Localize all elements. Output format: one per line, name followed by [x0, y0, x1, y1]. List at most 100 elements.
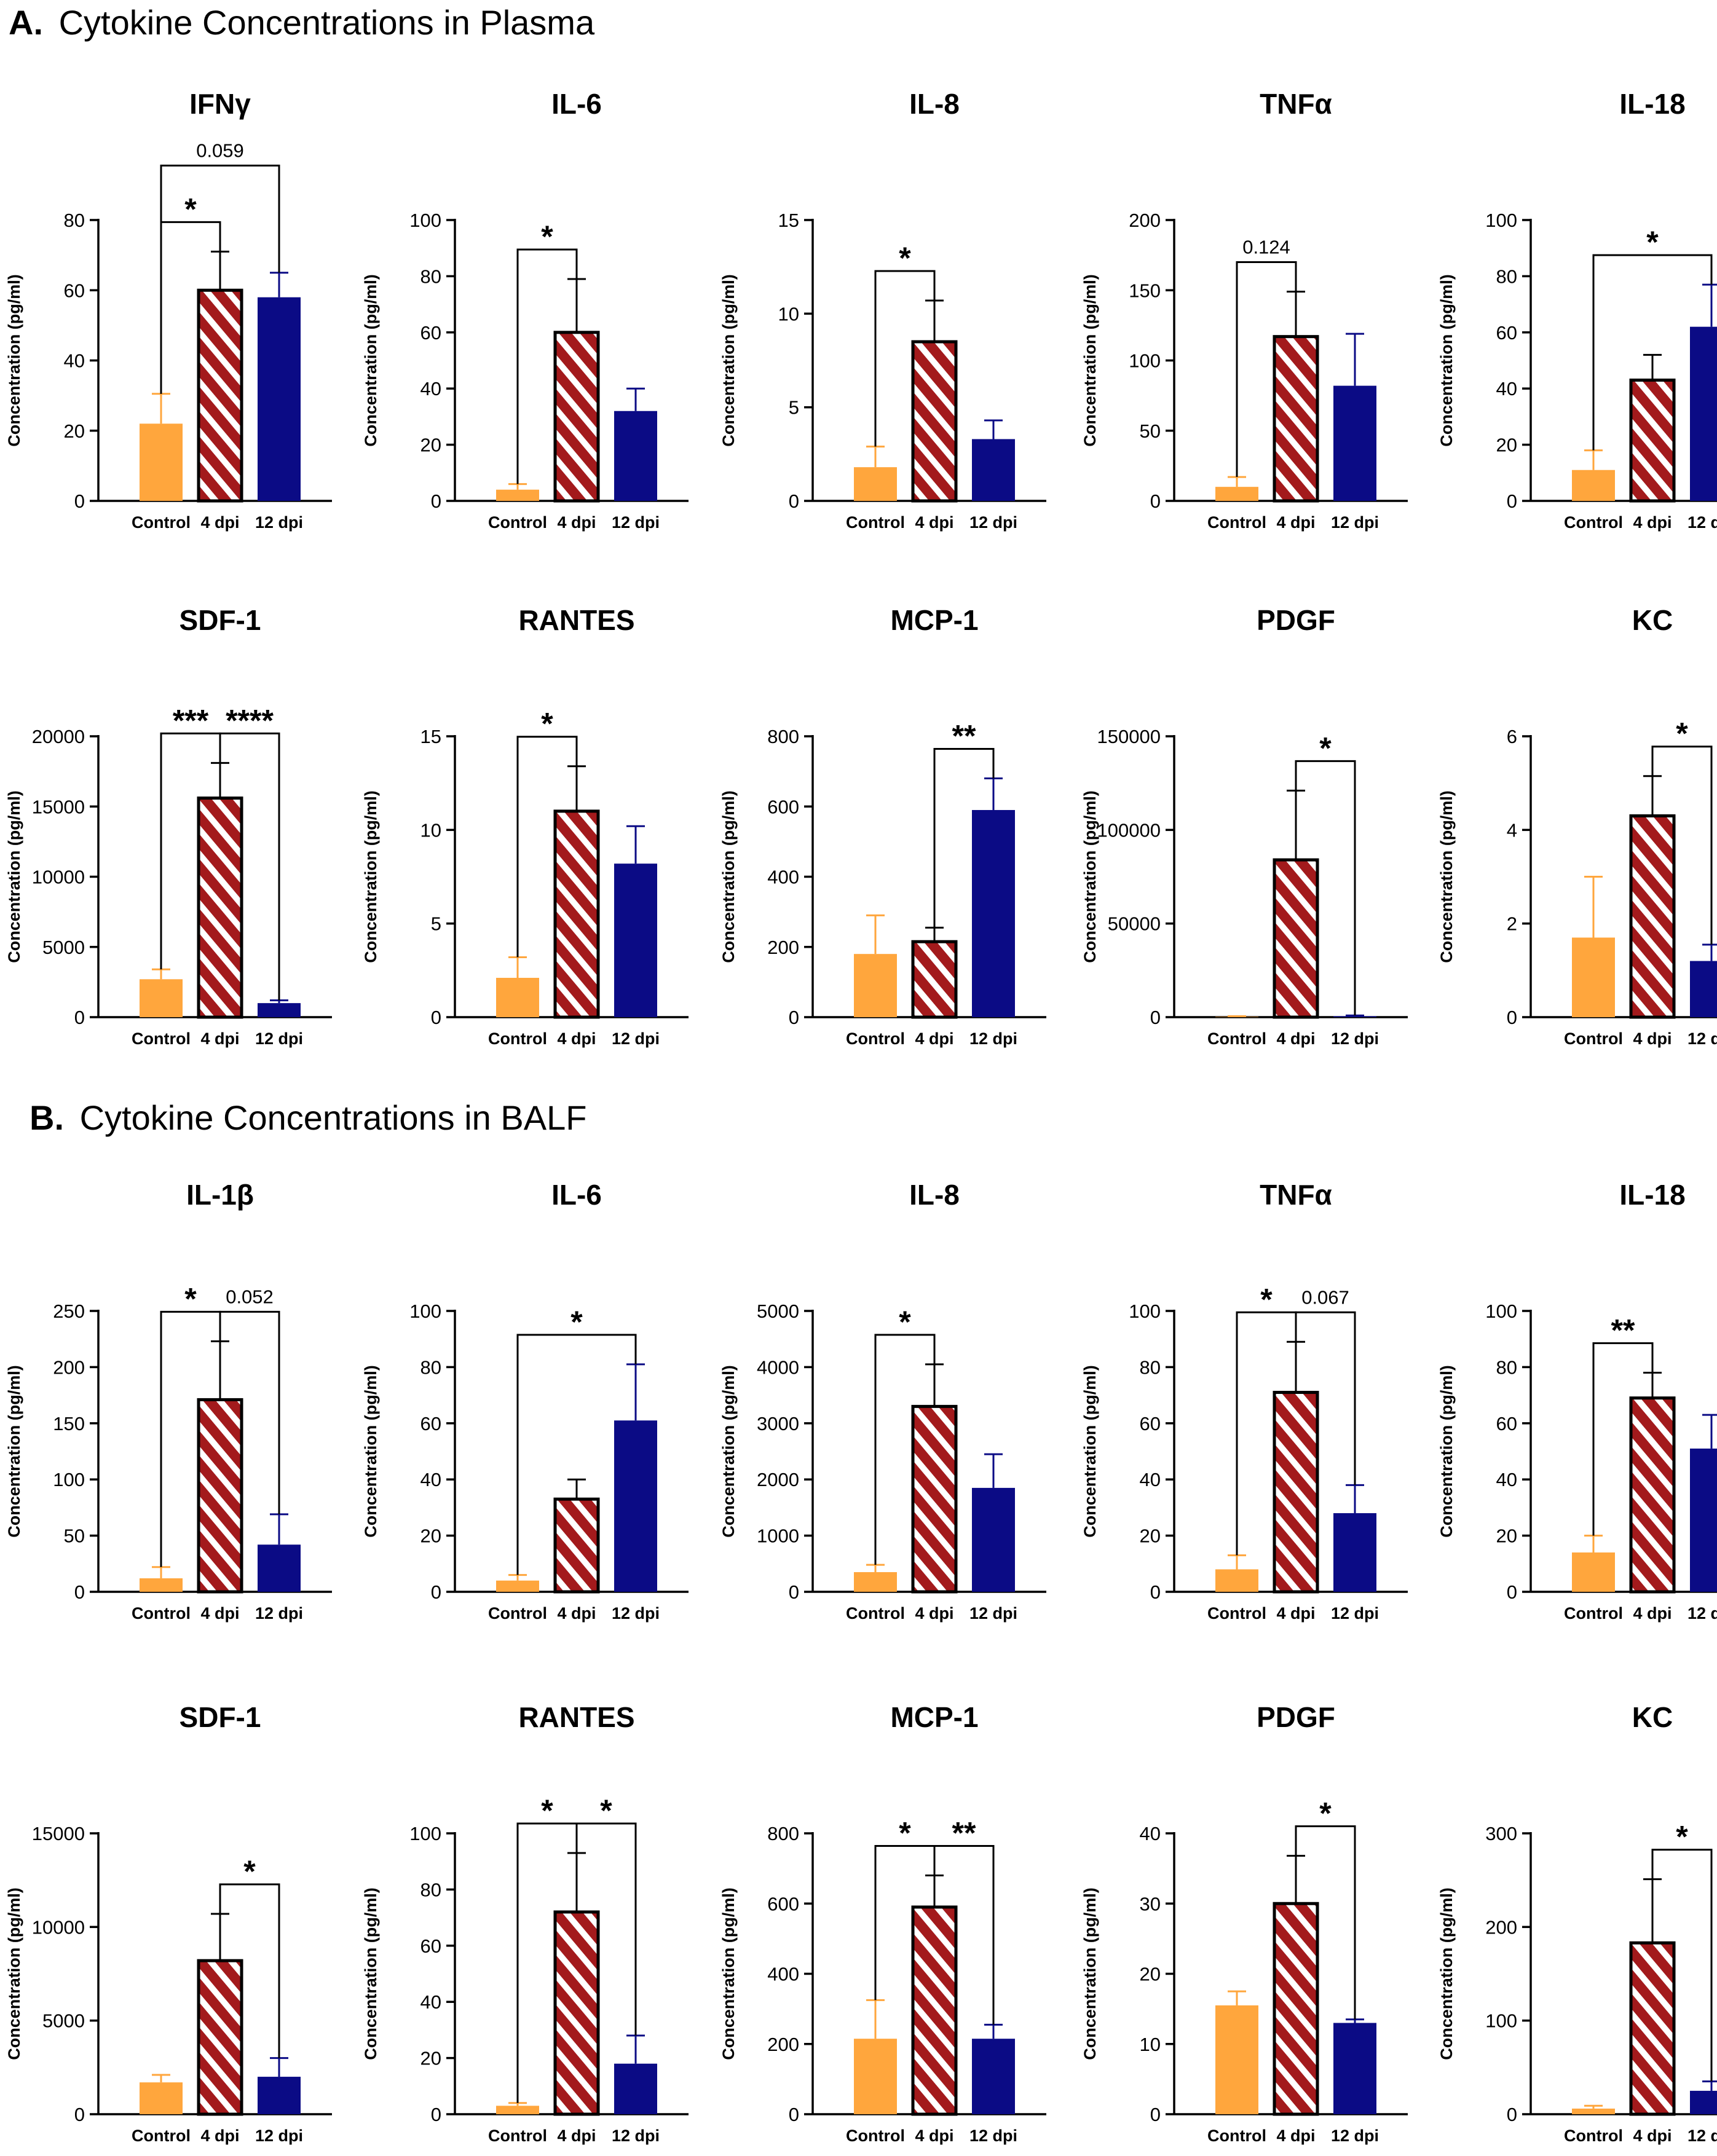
chart-title: RANTES [518, 604, 634, 636]
y-tick-label: 80 [1496, 1356, 1517, 1378]
bar [140, 2082, 183, 2114]
y-tick-label: 150 [1129, 280, 1161, 301]
y-tick-label: 6 [1507, 726, 1517, 747]
x-tick-label: Control [488, 1604, 547, 1623]
y-tick-label: 100 [1485, 210, 1517, 231]
x-tick-label: 12 dpi [1331, 513, 1379, 532]
y-axis-label: Concentration (pg/ml) [1081, 1887, 1099, 2060]
significance-label: * [1676, 1820, 1688, 1854]
y-tick-label: 100000 [1097, 819, 1161, 841]
x-tick-label: 4 dpi [915, 513, 953, 532]
x-tick-label: 12 dpi [1331, 1604, 1379, 1623]
bar [1629, 1941, 1676, 2116]
y-tick-label: 600 [767, 1893, 799, 1914]
bar [553, 331, 600, 503]
chart-panel: RANTES Concentration (pg/ml) 0 20 40 60 80 100 C… [361, 1701, 689, 2145]
chart-panel: KC Concentration (pg/ml) 0 2 4 6 Control 4 dpi 1… [1437, 604, 1717, 1048]
x-tick-label: Control [132, 1604, 191, 1623]
y-tick-label: 60 [420, 1413, 441, 1434]
bar [1273, 858, 1319, 1019]
significance-bracket [516, 1334, 637, 1575]
significance-label: * [1319, 1796, 1332, 1831]
section-b-heading: B. Cytokine Concentrations in BALF [30, 1098, 586, 1137]
y-tick-label: 60 [1140, 1413, 1161, 1434]
y-tick-label: 200 [1485, 1916, 1517, 1938]
y-tick-label: 1000 [757, 1525, 799, 1547]
bar [258, 2077, 301, 2114]
chart-title: KC [1632, 604, 1673, 636]
y-tick-label: 50000 [1108, 913, 1161, 935]
x-tick-label: 12 dpi [1687, 2126, 1717, 2145]
x-tick-label: 4 dpi [1276, 513, 1315, 532]
significance-label: * [541, 219, 553, 254]
chart-title: KC [1632, 1701, 1673, 1733]
chart-panel: MCP-1 Concentration (pg/ml) 0 200 400 600 800 C… [719, 1701, 1046, 2145]
bar [614, 411, 657, 501]
chart-panel: SDF-1 Concentration (pg/ml) 0 5000 10000 1500… [5, 1701, 332, 2145]
y-tick-label: 0 [1507, 1581, 1517, 1603]
significance-bracket [219, 1883, 280, 2058]
significance-bracket [933, 1845, 995, 2025]
y-tick-label: 20 [1140, 1525, 1161, 1547]
y-tick-label: 0 [789, 490, 799, 512]
y-axis-label: Concentration (pg/ml) [1437, 274, 1456, 446]
y-tick-label: 10000 [32, 1916, 85, 1938]
y-tick-label: 40 [420, 378, 441, 399]
significance-label: 0.067 [1301, 1286, 1349, 1308]
significance-bracket [1592, 1342, 1654, 1536]
chart-panel: RANTES Concentration (pg/ml) 0 5 10 15 Control… [361, 604, 689, 1048]
y-tick-label: 60 [1496, 322, 1517, 344]
y-tick-label: 0 [74, 1581, 85, 1603]
y-axis-label: Concentration (pg/ml) [1081, 274, 1099, 446]
bar [854, 954, 897, 1017]
y-tick-label: 300 [1485, 1823, 1517, 1844]
y-tick-label: 80 [64, 210, 85, 231]
bar [1333, 1016, 1376, 1017]
y-tick-label: 100 [1129, 1300, 1161, 1322]
chart-title: PDGF [1257, 1701, 1335, 1733]
x-tick-label: 12 dpi [1331, 1029, 1379, 1048]
significance-label: ** [952, 719, 976, 753]
y-axis-label: Concentration (pg/ml) [719, 1887, 738, 2060]
y-tick-label: 200 [767, 2034, 799, 2055]
significance-bracket [516, 736, 578, 958]
y-tick-label: 5000 [757, 1300, 799, 1322]
chart-panel: KC Concentration (pg/ml) 0 100 200 300 Control… [1437, 1701, 1717, 2145]
x-tick-label: Control [132, 513, 191, 532]
significance-label: 0.059 [196, 140, 244, 161]
x-tick-label: 4 dpi [1633, 1604, 1672, 1623]
significance-label: * [541, 707, 553, 741]
y-tick-label: 80 [1140, 1356, 1161, 1378]
y-tick-label: 0 [1507, 1007, 1517, 1028]
significance-label: * [570, 1305, 583, 1339]
y-tick-label: 2 [1507, 913, 1517, 935]
chart-title: IL-6 [551, 1179, 602, 1211]
chart-title: SDF-1 [180, 604, 261, 636]
significance-label: * [899, 241, 911, 275]
x-tick-label: 4 dpi [200, 1604, 239, 1623]
bar [1215, 1569, 1258, 1592]
bar [1273, 1391, 1319, 1594]
bar [258, 1544, 301, 1592]
bar [1690, 1448, 1717, 1592]
y-tick-label: 0 [74, 2104, 85, 2125]
chart-panel: IL-18 Concentration (pg/ml) 0 20 40 60 80 100 Co… [1437, 88, 1717, 532]
bar [911, 340, 958, 503]
x-tick-label: Control [488, 513, 547, 532]
bar [614, 864, 657, 1017]
y-tick-label: 80 [1496, 266, 1517, 287]
y-tick-label: 5 [789, 397, 799, 419]
y-tick-label: 50 [64, 1525, 85, 1547]
bar [1572, 470, 1615, 501]
y-tick-label: 20000 [32, 726, 85, 747]
section-a-heading: A. Cytokine Concentrations in Plasma [9, 3, 595, 42]
chart-panel: PDGF Concentration (pg/ml) 0 50000 100000 150… [1081, 604, 1408, 1048]
y-tick-label: 20 [420, 435, 441, 456]
y-tick-label: 40 [64, 350, 85, 372]
significance-bracket [1295, 1311, 1356, 1485]
bar [553, 1497, 600, 1594]
significance-label: 0.124 [1242, 237, 1290, 258]
bar [972, 2039, 1015, 2114]
significance-label: * [541, 1793, 553, 1828]
bar [1215, 487, 1258, 501]
